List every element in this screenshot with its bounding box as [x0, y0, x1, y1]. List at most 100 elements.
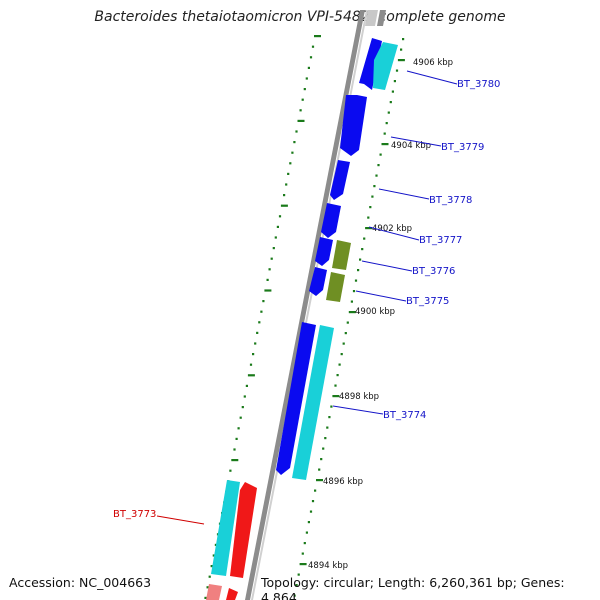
scale-tick	[375, 174, 378, 177]
gene-label-bt3778[interactable]: BT_3778	[429, 195, 472, 206]
scale-dot	[291, 151, 294, 154]
scale-tick	[352, 290, 356, 293]
gene-arrow-bt3780[interactable]	[359, 38, 382, 90]
label-leader-bt3773	[156, 515, 205, 525]
scale-tick	[303, 542, 306, 545]
scale-tick	[305, 531, 308, 534]
scale-dot	[311, 45, 315, 48]
scale-tick	[377, 164, 380, 167]
scale-tick	[361, 248, 364, 251]
gene-label-bt3776[interactable]: BT_3776	[412, 266, 455, 277]
tick-label: 4896 kbp	[323, 477, 363, 487]
scale-tick	[307, 521, 310, 524]
label-leader-bt3776	[361, 260, 413, 272]
scale-tick	[395, 69, 399, 72]
scale-tick	[328, 416, 331, 419]
scale-tick	[367, 216, 370, 219]
scale-tick	[350, 300, 353, 303]
scale-dot	[309, 56, 313, 59]
scale-tick	[369, 206, 372, 209]
gene-arrow-bt3773-partner[interactable]	[211, 480, 240, 576]
gene-arrow-bt3779[interactable]	[340, 95, 367, 156]
scale-dot	[260, 310, 263, 313]
scale-dot	[268, 268, 271, 271]
scale-tick	[357, 269, 360, 272]
scale-dot	[274, 236, 277, 239]
scale-tick	[402, 38, 405, 41]
scale-tick	[322, 447, 325, 450]
scale-dot	[272, 247, 275, 250]
gene-label-bt3775[interactable]: BT_3775	[406, 296, 449, 307]
scale-tick	[342, 342, 345, 345]
gene-label-bt3774[interactable]: BT_3774	[383, 410, 426, 421]
scale-tick	[293, 594, 296, 597]
gene-arrow-bt3776[interactable]	[315, 237, 333, 266]
gene-arrow-bt3774-forward[interactable]	[276, 322, 316, 475]
scale-dot	[285, 183, 288, 186]
scale-dot	[256, 331, 259, 334]
scale-tick	[400, 48, 403, 51]
scale-tick	[354, 279, 358, 282]
gene-arrow-partial-top-dark	[377, 10, 386, 26]
gene-arrow-bt3774-reverse[interactable]	[292, 325, 334, 480]
scale-dot	[303, 88, 306, 91]
scale-tick	[311, 500, 315, 503]
scale-dot	[293, 141, 296, 144]
scale-dot	[301, 98, 304, 101]
scale-dot	[241, 406, 244, 409]
scale-dot	[305, 77, 308, 80]
scale-dot	[262, 300, 265, 303]
scale-dot	[278, 215, 282, 218]
scale-dot	[206, 586, 209, 589]
scale-tick	[320, 458, 323, 461]
scale-tick	[387, 111, 390, 114]
scale-tick	[381, 143, 389, 146]
scale-tick	[324, 437, 327, 440]
label-leader-bt3777	[368, 226, 420, 241]
gene-arrow-reverse-top[interactable]	[373, 42, 398, 90]
gene-arrow-rna-a[interactable]	[332, 240, 351, 270]
scale-dot	[266, 278, 269, 281]
scale-tick	[318, 468, 321, 471]
tick-label: 4898 kbp	[339, 392, 379, 402]
scale-tick	[385, 122, 388, 125]
scale-dot	[249, 363, 253, 366]
scale-dot	[210, 565, 213, 568]
gene-label-bt3773[interactable]: BT_3773	[113, 509, 156, 520]
scale-tick	[295, 584, 298, 587]
gene-arrow-bt3777[interactable]	[321, 203, 341, 238]
gene-label-bt3777[interactable]: BT_3777	[419, 235, 462, 246]
gene-arrow-rna-b[interactable]	[326, 272, 345, 302]
gene-arrow-bt3778[interactable]	[330, 160, 350, 200]
gene-arrow-partial-top	[365, 10, 378, 26]
tick-label: 4894 kbp	[308, 561, 348, 571]
scale-tick	[389, 101, 392, 104]
scale-tick	[340, 353, 343, 356]
gene-label-bt3779[interactable]: BT_3779	[441, 142, 484, 153]
scale-tick	[301, 552, 304, 555]
gene-arrow-bottom-red[interactable]	[226, 588, 238, 600]
scale-tick	[383, 132, 386, 135]
scale-dot	[233, 448, 236, 451]
scale-dot	[297, 119, 305, 122]
label-leader-bt3780	[406, 70, 458, 85]
scale-dot	[229, 469, 232, 472]
gene-arrow-bt3775[interactable]	[309, 267, 327, 296]
scale-dot	[247, 374, 255, 377]
tick-label: 4904 kbp	[391, 141, 431, 151]
gene-arrow-bt3773[interactable]	[230, 482, 257, 578]
tick-label: 4906 kbp	[413, 58, 453, 68]
gene-arrow-bottom-partner[interactable]	[206, 584, 222, 600]
genome-title: Bacteroides thetaiotaomicron VPI-5482, c…	[94, 9, 506, 25]
scale-tick	[316, 479, 323, 482]
scale-dot	[264, 289, 272, 292]
scale-dot	[237, 427, 240, 430]
scale-tick	[397, 59, 405, 62]
gene-label-bt3780[interactable]: BT_3780	[457, 79, 500, 90]
scale-tick	[336, 374, 339, 377]
scale-tick	[332, 395, 340, 398]
topology-text: Topology: circular; Length: 6,260,361 bp…	[261, 575, 565, 600]
scale-tick	[373, 185, 376, 188]
